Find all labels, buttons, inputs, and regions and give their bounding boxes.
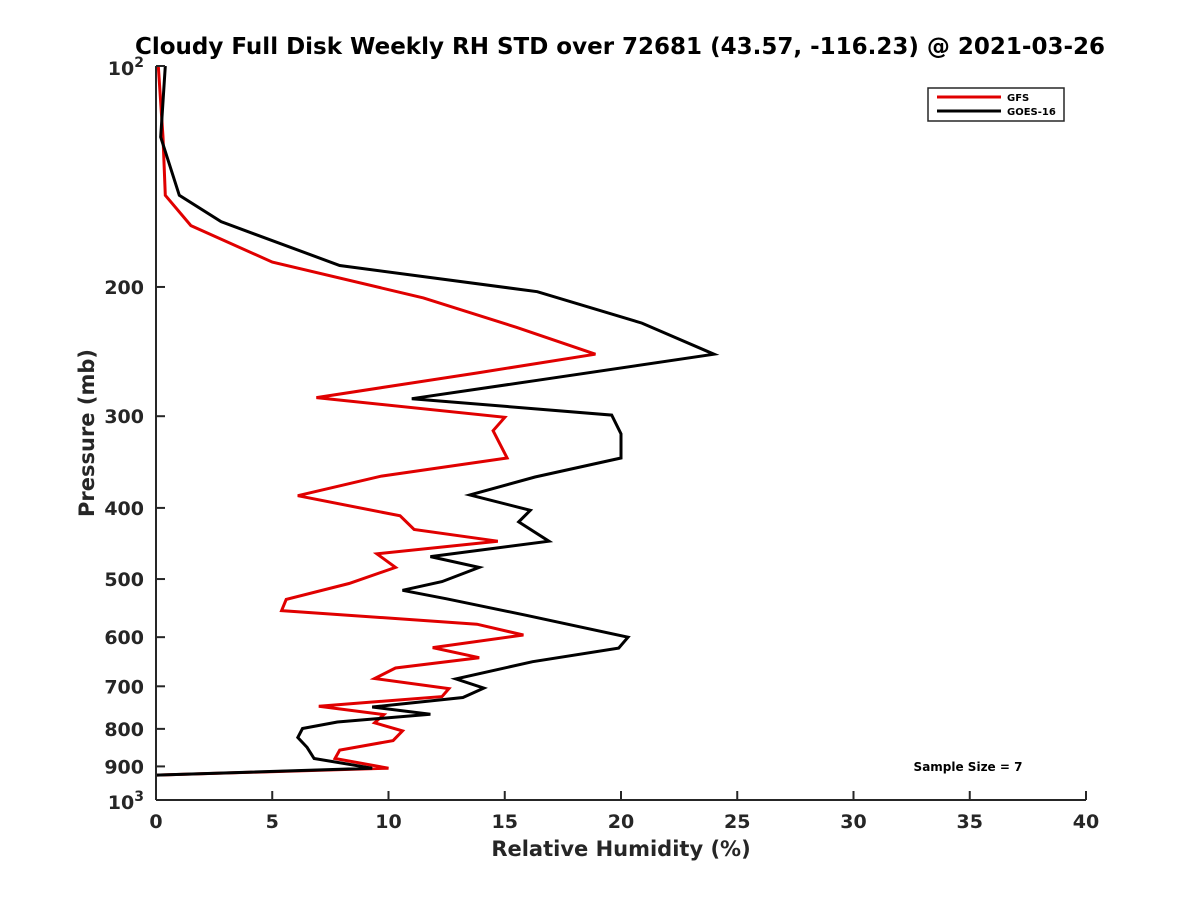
- y-tick-label: 600: [104, 627, 144, 649]
- y-tick-label: 400: [104, 498, 144, 520]
- legend-label: GFS: [1007, 93, 1029, 104]
- x-tick-label: 40: [1073, 811, 1099, 833]
- x-tick-label: 15: [492, 811, 518, 833]
- legend-label: GOES-16: [1007, 107, 1056, 118]
- x-tick-label: 5: [266, 811, 279, 833]
- x-tick-label: 0: [149, 811, 162, 833]
- x-tick-label: 30: [840, 811, 866, 833]
- y-axis-label: Pressure (mb): [75, 349, 99, 517]
- y-tick-label: 700: [104, 676, 144, 698]
- y-tick-label: 500: [104, 569, 144, 591]
- y-tick-label: 200: [104, 277, 144, 299]
- x-ticks: 0 5 10 15 20 25 30 35 40: [149, 791, 1099, 833]
- y-tick-label: 300: [104, 406, 144, 428]
- legend-box: [927, 87, 1065, 122]
- y-ticks: 102 200 300 400 500 600 700 800 900 103: [104, 55, 165, 814]
- y-tick-label: 103: [108, 789, 144, 814]
- x-tick-label: 20: [608, 811, 634, 833]
- legend: GFS GOES-16: [927, 87, 1065, 122]
- chart-title: Cloudy Full Disk Weekly RH STD over 7268…: [135, 34, 1105, 60]
- sample-size-annotation: Sample Size = 7: [914, 760, 1023, 774]
- x-tick-label: 10: [375, 811, 401, 833]
- y-tick-label: 102: [108, 55, 144, 80]
- x-axis-label: Relative Humidity (%): [491, 837, 750, 861]
- y-tick-label: 900: [104, 756, 144, 778]
- x-tick-label: 25: [724, 811, 750, 833]
- y-tick-label: 800: [104, 719, 144, 741]
- x-tick-label: 35: [957, 811, 983, 833]
- series-line-goes-16: [155, 65, 720, 777]
- series-layer: [155, 65, 720, 777]
